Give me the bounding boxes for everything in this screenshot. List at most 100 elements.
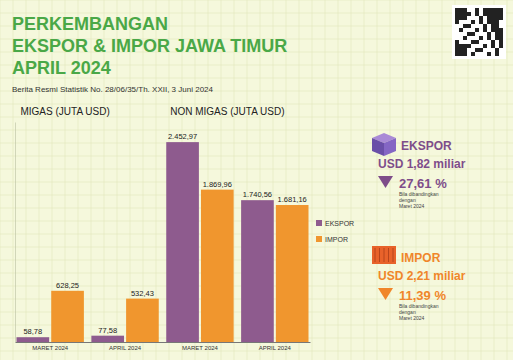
- data-label: 532,43: [131, 289, 154, 298]
- qr-cell: [491, 20, 495, 24]
- qr-bg: [452, 5, 506, 59]
- y-axis: [15, 123, 16, 343]
- qr-cell: [459, 44, 463, 48]
- qr-cell: [499, 36, 503, 40]
- x-tick: APRIL 2024: [259, 342, 292, 351]
- qr-cell: [499, 44, 503, 48]
- qr-cell: [463, 36, 467, 40]
- legend: EKSPORIMPOR: [316, 220, 354, 243]
- qr-cell: [499, 28, 503, 32]
- bar: [91, 336, 124, 342]
- qr-cell: [467, 24, 471, 28]
- qr-cell: [479, 20, 483, 24]
- paper-line: [312, 0, 313, 360]
- paper-line: [0, 351, 513, 352]
- qr-cell: [495, 52, 499, 56]
- qr-cell: [483, 12, 487, 16]
- panel-title: NON MIGAS (JUTA USD): [170, 106, 284, 117]
- paper-line: [507, 0, 508, 360]
- qr-cell: [459, 8, 463, 12]
- qr-cell: [487, 8, 491, 12]
- qr-cell: [467, 12, 471, 16]
- qr-cell: [463, 48, 467, 52]
- paper-line: [364, 0, 365, 360]
- qr-cell: [479, 36, 483, 40]
- qr-cell: [455, 48, 459, 52]
- bar: [126, 299, 159, 342]
- title: PERKEMBANGAN: [12, 14, 168, 34]
- paper-line: [325, 0, 326, 360]
- qr-cell: [455, 40, 459, 44]
- qr-cell: [459, 28, 463, 32]
- qr-cell: [495, 12, 499, 16]
- qr-cell: [455, 12, 459, 16]
- qr-cell: [483, 24, 487, 28]
- icon: [384, 138, 396, 156]
- summary-amount: USD 1,82 miliar: [378, 157, 466, 171]
- bars: [16, 142, 308, 342]
- qr-cell: [487, 36, 491, 40]
- background: [0, 0, 513, 360]
- title: APRIL 2024: [12, 58, 111, 78]
- qr-cell: [491, 40, 495, 44]
- qr-cell: [475, 40, 479, 44]
- paper-line: [338, 0, 339, 360]
- x-tick: MARET 2024: [182, 342, 219, 351]
- legend-swatch: [316, 220, 322, 226]
- qr-cell: [479, 16, 483, 20]
- qr-cell: [471, 32, 475, 36]
- qr-cell: [499, 16, 503, 20]
- infographic: PERKEMBANGANEKSPOR & IMPOR JAWA TIMURAPR…: [0, 0, 513, 360]
- bar: [201, 190, 234, 342]
- qr-cell: [499, 32, 503, 36]
- down-arrow: [378, 176, 393, 188]
- qr-cell: [475, 8, 479, 12]
- qr-cell: [499, 40, 503, 44]
- qr-cell: [471, 52, 475, 56]
- icon: [393, 248, 394, 262]
- qr-cell: [487, 32, 491, 36]
- legend-swatch: [316, 236, 322, 242]
- qr-cell: [483, 44, 487, 48]
- qr-code: [452, 5, 506, 59]
- data-label: 2.452,97: [168, 132, 197, 141]
- x-tick-label: MARET 2024: [32, 345, 69, 351]
- paper-line: [0, 0, 513, 1]
- qr-cell: [487, 12, 491, 16]
- qr-cell: [495, 28, 499, 32]
- summary-label: IMPOR: [401, 251, 441, 265]
- qr-cell: [495, 32, 499, 36]
- qr-cell: [463, 44, 467, 48]
- qr-cell: [491, 16, 495, 20]
- data-label: 1.869,96: [203, 180, 232, 189]
- qr-cell: [487, 52, 491, 56]
- qr-cell: [495, 20, 499, 24]
- data-label: 628,25: [56, 281, 79, 290]
- panel-title: MIGAS (JUTA USD): [20, 106, 109, 117]
- qr-cell: [499, 8, 503, 12]
- qr-cell: [475, 12, 479, 16]
- summary-note: Maret 2024: [399, 203, 425, 209]
- qr-cell: [459, 48, 463, 52]
- legend-label: EKSPOR: [325, 220, 354, 227]
- qr-cell: [455, 52, 459, 56]
- qr-cell: [455, 44, 459, 48]
- bar: [16, 337, 49, 342]
- qr-cell: [455, 8, 459, 12]
- qr-cell: [479, 48, 483, 52]
- qr-cell: [495, 36, 499, 40]
- qr-cell: [491, 8, 495, 12]
- icon: [372, 246, 396, 264]
- qr-cell: [471, 40, 475, 44]
- title: EKSPOR & IMPOR JAWA TIMUR: [12, 36, 287, 56]
- bar: [276, 205, 309, 342]
- qr-cell: [463, 24, 467, 28]
- qr-cell: [471, 20, 475, 24]
- paper-line: [377, 0, 378, 360]
- summary-note: Maret 2024: [399, 315, 425, 321]
- qr-cell: [491, 44, 495, 48]
- y-axis-line: [15, 123, 16, 343]
- qr-cell: [495, 8, 499, 12]
- qr-cell: [491, 24, 495, 28]
- qr-cell: [463, 8, 467, 12]
